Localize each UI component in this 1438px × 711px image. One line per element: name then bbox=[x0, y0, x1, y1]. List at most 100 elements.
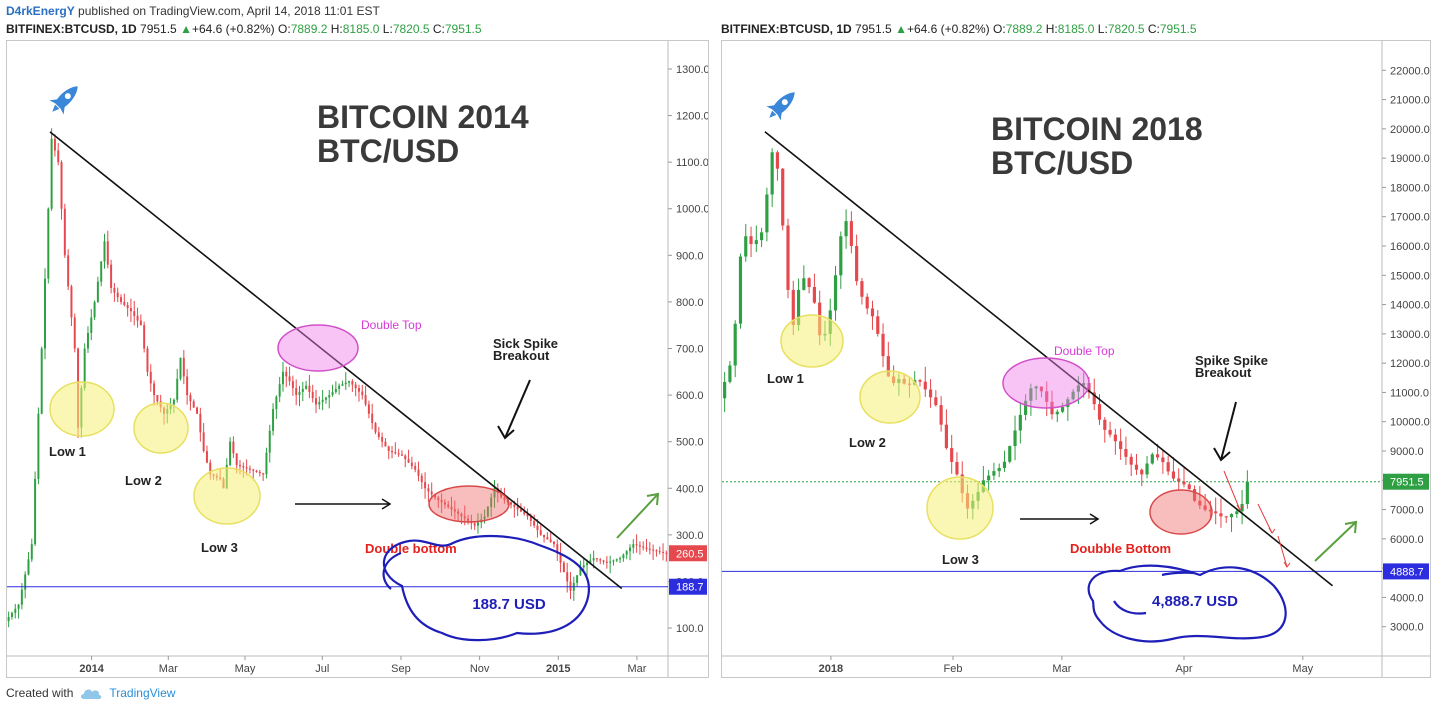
y-tick-label: 300.0 bbox=[676, 530, 704, 542]
horizontal-arrow-head bbox=[1089, 513, 1100, 525]
candle-body bbox=[460, 513, 463, 517]
chart-title: BITCOIN 2014 bbox=[317, 99, 529, 135]
candle-body bbox=[1192, 489, 1197, 501]
candle-body bbox=[1129, 456, 1133, 465]
close-value: 7951.5 bbox=[1159, 22, 1197, 36]
candle-body bbox=[123, 301, 126, 306]
candle-body bbox=[100, 261, 103, 282]
candle-body bbox=[876, 316, 880, 334]
candle-body bbox=[556, 544, 559, 554]
candle-body bbox=[506, 499, 509, 503]
candle-body bbox=[447, 504, 450, 507]
last-price-label: 260.5 bbox=[676, 548, 704, 560]
y-tick-label: 500.0 bbox=[676, 437, 704, 449]
chart-2014[interactable]: 100.0200.0300.0400.0500.0600.0700.0800.0… bbox=[7, 41, 710, 677]
candle-body bbox=[209, 462, 212, 475]
candle-body bbox=[371, 413, 374, 424]
candle-body bbox=[381, 437, 384, 442]
chart-2018[interactable]: 3000.04000.05000.06000.07000.08000.09000… bbox=[722, 41, 1430, 677]
high-value: 8185.0 bbox=[342, 22, 380, 36]
candle-body bbox=[802, 278, 806, 290]
candle-body bbox=[1134, 464, 1139, 470]
candle-body bbox=[476, 522, 479, 526]
candle-body bbox=[855, 246, 859, 282]
candle-body bbox=[934, 397, 938, 406]
candle-body bbox=[192, 401, 195, 408]
y-tick-label: 1300.0 bbox=[676, 64, 708, 76]
price-bubble-label: 188.7 USD bbox=[472, 596, 546, 613]
candle-body bbox=[770, 152, 774, 195]
breakout-label: Breakout bbox=[1195, 365, 1252, 380]
candle-body bbox=[589, 560, 592, 563]
candle-body bbox=[526, 513, 529, 517]
candle-body bbox=[40, 348, 43, 414]
candle-body bbox=[14, 608, 17, 613]
projection-arrow bbox=[1277, 535, 1288, 568]
high-label: H: bbox=[1045, 22, 1058, 36]
candle-body bbox=[579, 567, 582, 576]
candle-body bbox=[546, 537, 549, 540]
candle-body bbox=[510, 502, 513, 505]
candle-body bbox=[255, 470, 258, 472]
candle-body bbox=[1103, 419, 1107, 430]
symbol-name: BITFINEX:BTCUSD, 1D bbox=[721, 22, 852, 36]
green-up-arrow-head bbox=[1344, 520, 1358, 534]
candle-body bbox=[562, 562, 565, 573]
double-top-ellipse bbox=[277, 324, 359, 372]
candle-body bbox=[298, 391, 301, 396]
candle-body bbox=[186, 376, 189, 396]
y-tick-label: 19000.0 bbox=[1390, 153, 1430, 165]
candle-body bbox=[582, 565, 585, 568]
projection-arrow-head bbox=[1283, 561, 1291, 568]
candle-body bbox=[833, 275, 838, 311]
candle-body bbox=[552, 541, 555, 545]
candle-body bbox=[27, 559, 30, 575]
candle-body bbox=[50, 138, 53, 209]
candle-body bbox=[723, 381, 727, 399]
candle-body bbox=[559, 553, 562, 563]
candle-body bbox=[609, 561, 612, 563]
candle-body bbox=[1002, 461, 1007, 468]
candle-body bbox=[781, 168, 785, 226]
candle-body bbox=[199, 413, 202, 433]
candle-body bbox=[928, 389, 933, 398]
low-highlight-ellipse bbox=[859, 370, 921, 424]
chart-panel-2018[interactable]: 3000.04000.05000.06000.07000.08000.09000… bbox=[721, 40, 1431, 678]
candle-body bbox=[331, 391, 334, 396]
candle-body bbox=[658, 551, 661, 553]
candle-body bbox=[328, 395, 331, 398]
x-tick-label: Jul bbox=[315, 663, 329, 675]
candle-body bbox=[229, 441, 232, 465]
candle-body bbox=[410, 462, 413, 467]
low-value: 7820.5 bbox=[1107, 22, 1145, 36]
candle-body bbox=[239, 464, 241, 467]
candle-body bbox=[642, 546, 645, 548]
last-price-label: 7951.5 bbox=[1390, 477, 1424, 489]
candle-body bbox=[807, 278, 811, 287]
candle-body bbox=[232, 441, 235, 454]
chart-panel-2014[interactable]: 100.0200.0300.0400.0500.0600.0700.0800.0… bbox=[6, 40, 710, 678]
candle-body bbox=[129, 308, 132, 312]
candle-body bbox=[599, 559, 602, 561]
candle-body bbox=[533, 520, 536, 526]
candle-body bbox=[149, 371, 152, 384]
candle-body bbox=[394, 452, 397, 454]
y-tick-label: 100.0 bbox=[676, 623, 704, 635]
candle-body bbox=[881, 333, 885, 357]
candle-body bbox=[113, 287, 116, 293]
author-name[interactable]: D4rkEnergY bbox=[6, 4, 75, 18]
candle-body bbox=[849, 221, 853, 246]
candle-body bbox=[443, 502, 446, 505]
candle-body bbox=[291, 381, 294, 389]
candle-body bbox=[493, 488, 496, 498]
candle-body bbox=[110, 264, 113, 288]
low-highlight-ellipse bbox=[193, 467, 261, 525]
candle-body bbox=[205, 451, 208, 463]
candle-body bbox=[334, 388, 337, 392]
candle-body bbox=[364, 395, 367, 405]
tradingview-link[interactable]: TradingView bbox=[109, 686, 176, 700]
projection-arrow-head bbox=[1236, 504, 1244, 511]
candle-body bbox=[612, 560, 615, 562]
low-highlight-ellipse bbox=[133, 402, 189, 454]
candle-body bbox=[176, 378, 179, 400]
